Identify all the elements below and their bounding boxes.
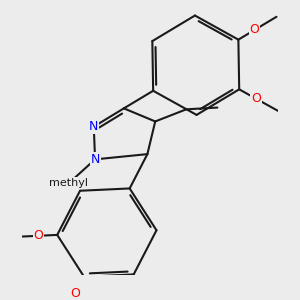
Text: O: O (33, 229, 43, 242)
Text: O: O (70, 287, 80, 300)
Text: O: O (250, 23, 260, 36)
Text: N: N (90, 153, 100, 166)
Text: O: O (251, 92, 261, 105)
Text: N: N (89, 120, 98, 133)
Text: N: N (90, 153, 100, 166)
Text: N: N (89, 120, 98, 133)
Text: methyl: methyl (49, 178, 88, 188)
